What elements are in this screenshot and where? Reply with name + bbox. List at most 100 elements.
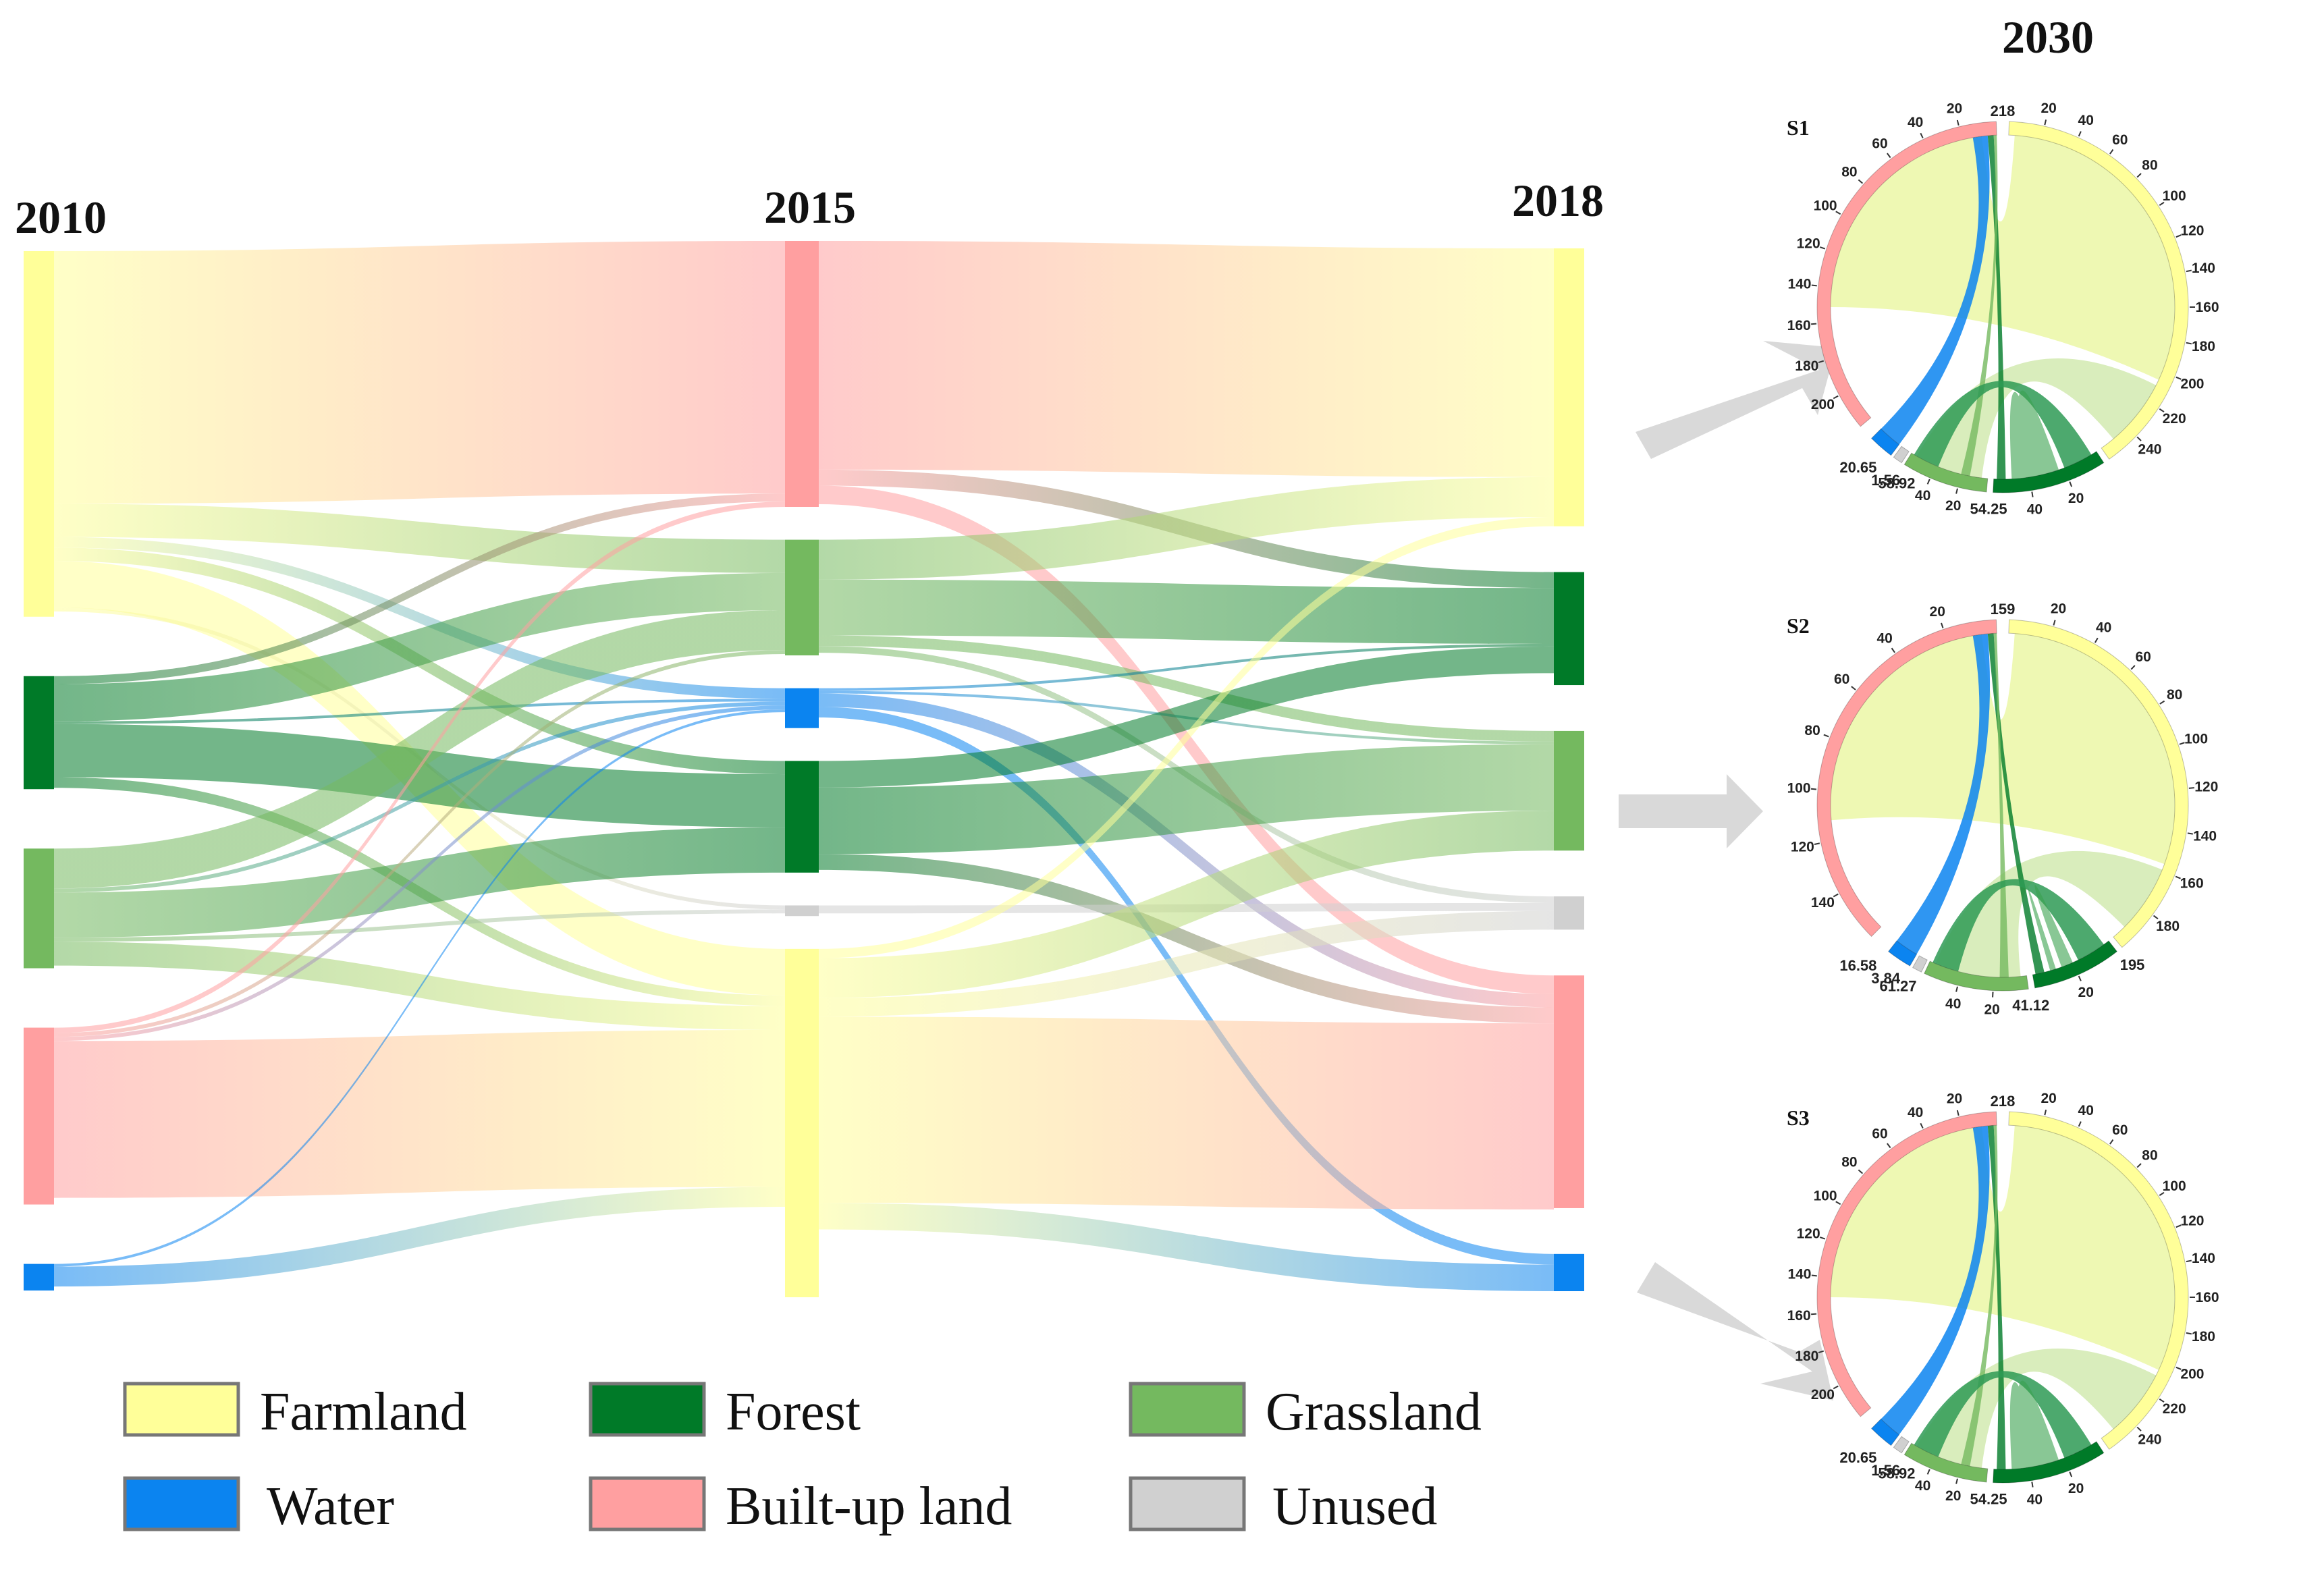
chord-tick-label: 40	[1945, 996, 1961, 1012]
chord-tick-mark	[2078, 1121, 2082, 1127]
chord-tick-label: 100	[2184, 731, 2208, 746]
chord-tick-label: 20	[2041, 1091, 2056, 1106]
chord-tick-label: 80	[1841, 164, 1857, 180]
sankey-node-2018-forest	[1554, 572, 1584, 686]
chord-tick-mark	[1887, 153, 1891, 159]
chord-tick-label: 20	[1947, 1091, 1962, 1107]
chord-tick-mark	[2109, 148, 2114, 155]
sankey-node-2018-built-up-land	[1554, 975, 1584, 1208]
chord-sector-unused	[1912, 955, 1928, 973]
chord-tick-mark	[1833, 395, 1839, 400]
sankey-flows	[54, 241, 1554, 1291]
arrow-to-s3	[1637, 1262, 1833, 1401]
chord-sector-unused	[1893, 445, 1910, 464]
chord-ribbon-farmland-grassland	[1935, 850, 2163, 978]
chord-value-label: 3.84	[1871, 970, 1901, 987]
chord-value-label: 1.56	[1871, 1462, 1900, 1479]
chord-ribbon-built-water	[1881, 1125, 1990, 1435]
chord-tick-label: 20	[1947, 101, 1962, 117]
arrow-to-s2	[1619, 774, 1763, 848]
chord-tick-label: 120	[2194, 780, 2218, 795]
legend-swatch-farmland	[123, 1382, 240, 1437]
sankey-node-2015-grassland	[785, 539, 819, 656]
chord-tick-label: 160	[1787, 1308, 1811, 1324]
chord-value-label: 20.65	[1839, 459, 1876, 476]
chord-tick-label: 100	[2163, 1178, 2186, 1194]
chord-ribbon-forest-grassland	[1933, 879, 2104, 972]
chord-tick-label: 20	[2068, 1481, 2084, 1496]
chord-value-label: 195	[2120, 956, 2145, 973]
sankey-flow-2010-built-up-land-to-farmland	[54, 1030, 785, 1198]
chord-tick-mark	[2186, 342, 2192, 345]
sankey-flow-2010-grassland-to-farmland	[54, 942, 785, 1031]
chord-tick-mark	[1956, 119, 1960, 126]
chord-sector-grassland	[1903, 1442, 1989, 1483]
chord-tick-label: 40	[2027, 501, 2043, 517]
scenario-label-s2: S2	[1787, 614, 1810, 638]
chord-tick-label: 60	[2136, 649, 2151, 665]
chord-sector-built-up-land	[1816, 121, 1997, 427]
sankey-flow-2010-grassland-to-forest	[54, 827, 785, 938]
chord-tick-mark	[2136, 1426, 2142, 1432]
title-2030: 2030	[2002, 11, 2094, 63]
chord-tick-label: 200	[1811, 397, 1835, 412]
sankey-flow-2015-farmland-to-farmland	[819, 516, 1554, 958]
chord-sector-water	[1870, 1418, 1900, 1446]
chord-ribbon-forest-grassland	[1914, 381, 2092, 468]
sankey-flow-2015-farmland-to-unused	[819, 911, 1554, 1017]
chord-tick-mark	[1955, 986, 1958, 992]
chord-tick-mark	[2186, 1332, 2192, 1335]
chord-tick-label: 60	[1872, 136, 1887, 152]
legend-label-grassland: Grassland	[1266, 1382, 1482, 1442]
chord-tick-label: 60	[2112, 1122, 2128, 1138]
chord-tick-mark	[2078, 131, 2082, 137]
chord-tick-label: 20	[2051, 601, 2066, 616]
sankey-node-2015-unused	[785, 905, 819, 917]
chord-ribbon-built-grassland	[1961, 1125, 1998, 1467]
chord-value-label: 41.12	[2012, 997, 2049, 1014]
chord-sector-built-up-land	[1816, 619, 1997, 938]
chord-sector-built-up-land	[1816, 1111, 1997, 1417]
chord-tick-mark	[1819, 1237, 1826, 1240]
sankey-flow-2015-forest-to-built-up-land	[819, 854, 1554, 1024]
legend-label-forest: Forest	[726, 1382, 861, 1442]
chord-value-label: 54.25	[1970, 500, 2007, 517]
chord-tick-label: 40	[2027, 1492, 2043, 1507]
chord-tick-label: 180	[2192, 339, 2215, 354]
sankey-flow-2015-grassland-to-farmland	[819, 477, 1554, 580]
chord-diagram-s2: S2 20 40 60 80 100 120 140 160 180 20 20 40 20 40 60 80 1…	[1787, 601, 2218, 1018]
chord-ribbon-farmland-built	[1831, 135, 2175, 380]
legend-label-unused: Unused	[1272, 1477, 1437, 1536]
chord-tick-mark	[2069, 481, 2073, 487]
chord-tick-mark	[2159, 201, 2165, 206]
chord-tick-label: 140	[2193, 828, 2217, 844]
chord-tick-mark	[1956, 1110, 1960, 1116]
legend-swatch-unused	[1129, 1476, 1246, 1531]
chord-tick-mark	[1823, 734, 1829, 738]
chord-tick-mark	[2179, 742, 2185, 745]
chord-tick-mark	[1891, 647, 1895, 653]
chord-tick-mark	[2078, 975, 2082, 981]
chord-tick-mark	[1941, 622, 1944, 628]
arrow-to-s1	[1636, 341, 1836, 459]
chord-tick-mark	[1955, 1478, 1958, 1484]
chord-tick-mark	[2136, 436, 2142, 441]
sankey-flow-2010-grassland-to-unused	[54, 909, 785, 942]
chord-tick-label: 160	[1787, 318, 1811, 333]
chord-tick-label: 140	[2192, 261, 2215, 276]
chord-tick-mark	[2186, 1259, 2192, 1263]
sankey-node-2010-farmland	[24, 251, 54, 617]
sankey-flow-2010-farmland-to-water	[54, 537, 785, 699]
sankey-flow-2010-grassland-to-grassland	[54, 610, 785, 889]
chord-ribbon-built-forest	[1987, 1125, 2006, 1469]
chord-tick-mark	[1833, 893, 1839, 898]
chord-ribbon-built-forest	[1987, 135, 2006, 480]
chord-tick-mark	[2176, 376, 2182, 380]
legend-swatch-grassland	[1129, 1382, 1246, 1437]
chord-ribbon-farmland-built	[1831, 1125, 2175, 1370]
sankey-flow-2010-farmland-to-grassland	[54, 504, 785, 573]
legend-label-farmland: Farmland	[260, 1382, 467, 1442]
chord-tick-label: 220	[2163, 411, 2186, 427]
chord-tick-mark	[2175, 875, 2181, 879]
legend-swatch-built-up-land	[589, 1476, 706, 1531]
